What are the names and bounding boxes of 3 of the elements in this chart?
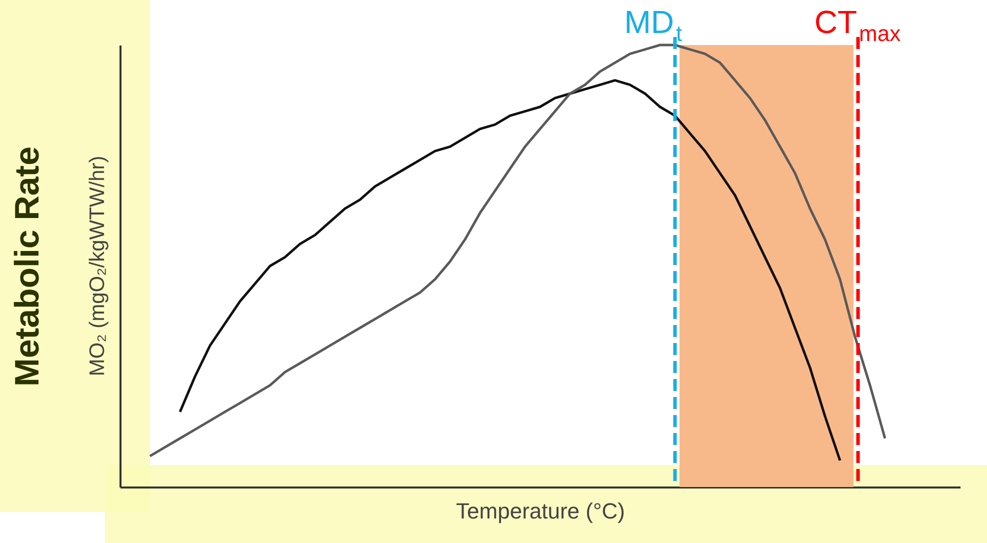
y-axis-title: Metabolic Rate <box>8 146 46 386</box>
x-axis-title: Temperature (°C) <box>456 498 625 524</box>
text: MO₂ (mgO₂/kgWTW/hr) <box>86 156 109 376</box>
